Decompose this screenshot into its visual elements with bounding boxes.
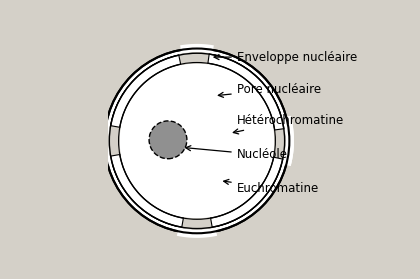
Text: Enveloppe nucléaire: Enveloppe nucléaire — [214, 50, 357, 64]
Polygon shape — [178, 52, 209, 65]
Polygon shape — [109, 53, 285, 229]
Polygon shape — [108, 126, 121, 156]
Polygon shape — [112, 141, 197, 227]
Polygon shape — [197, 55, 282, 141]
Polygon shape — [197, 55, 282, 141]
Circle shape — [105, 49, 289, 233]
Polygon shape — [273, 129, 286, 159]
Text: Euchromatine: Euchromatine — [224, 179, 319, 195]
Text: Hétérochromatine: Hétérochromatine — [233, 114, 344, 134]
Polygon shape — [197, 141, 282, 227]
Text: Nucléole: Nucléole — [186, 146, 288, 161]
Circle shape — [118, 62, 276, 219]
Polygon shape — [197, 116, 294, 166]
Polygon shape — [180, 44, 214, 141]
Polygon shape — [197, 141, 282, 227]
Polygon shape — [111, 55, 197, 141]
Text: Pore nucléaire: Pore nucléaire — [218, 83, 321, 97]
Polygon shape — [100, 124, 197, 166]
Polygon shape — [181, 217, 213, 230]
Polygon shape — [197, 116, 294, 166]
Polygon shape — [111, 55, 197, 141]
Circle shape — [149, 121, 187, 159]
Polygon shape — [112, 141, 197, 227]
Polygon shape — [177, 141, 217, 238]
